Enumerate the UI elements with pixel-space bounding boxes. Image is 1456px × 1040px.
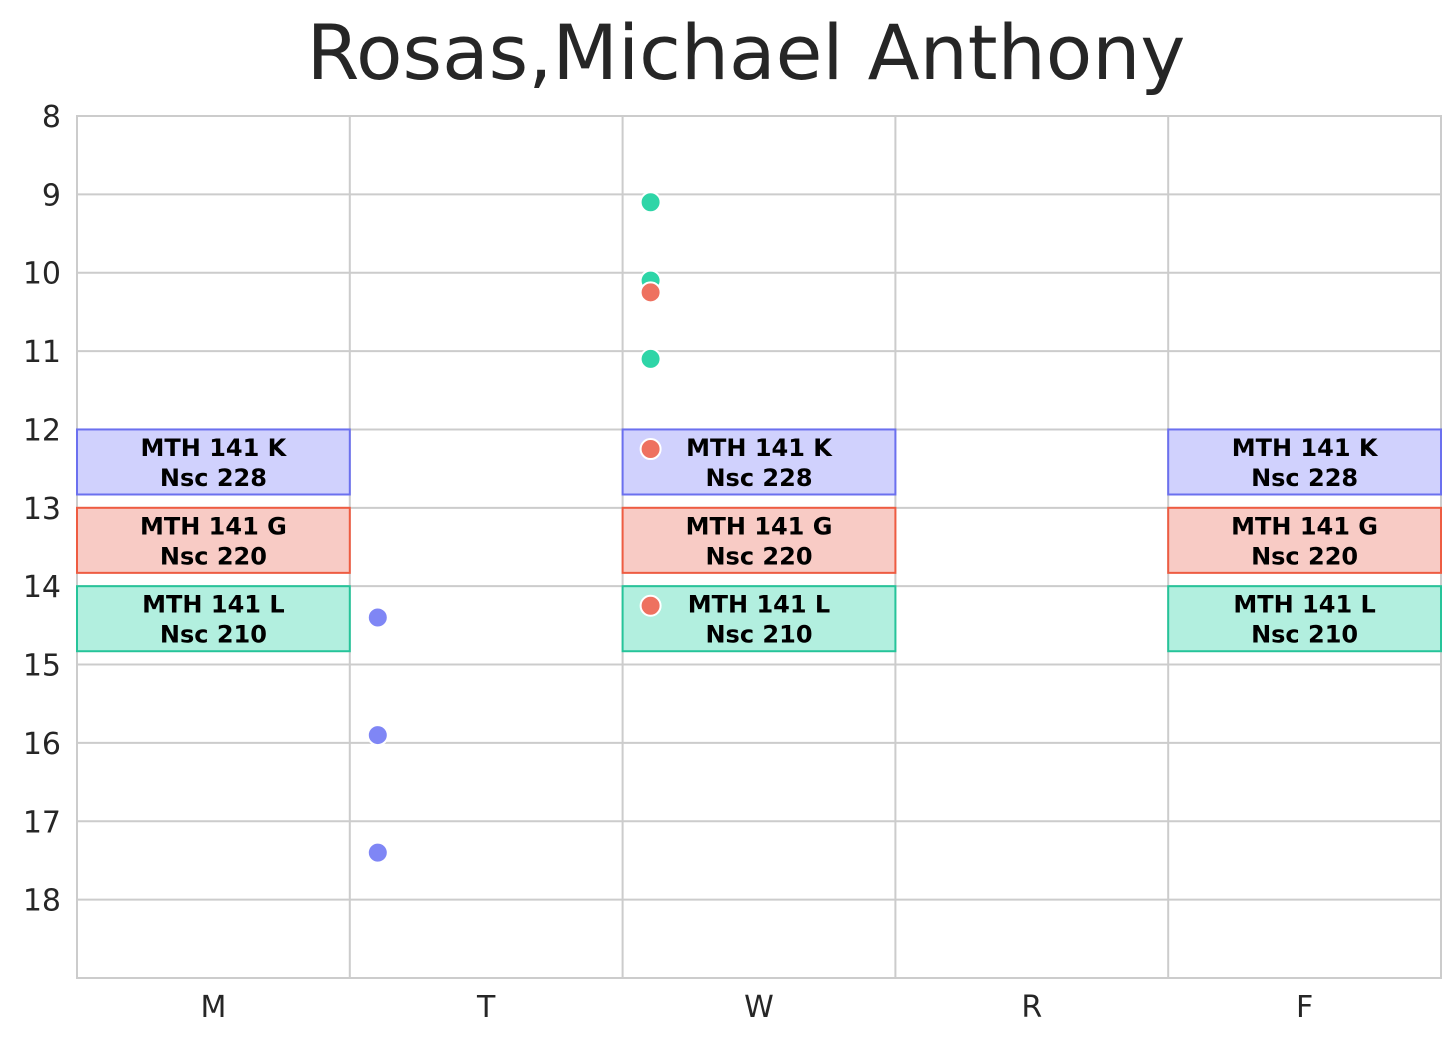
class-block-course: MTH 141 G	[686, 512, 833, 540]
class-block-rect	[1167, 585, 1442, 653]
y-tick-label: 12	[23, 413, 61, 448]
y-tick-label: 17	[23, 805, 61, 840]
class-block-room: Nsc 228	[1251, 464, 1358, 492]
class-block-room: Nsc 220	[1251, 542, 1358, 570]
class-block-course: MTH 141 K	[686, 434, 833, 462]
data-points	[366, 191, 662, 864]
class-block-rect	[1167, 506, 1442, 574]
x-tick-label: R	[1021, 990, 1042, 1025]
class-block-room: Nsc 220	[705, 542, 812, 570]
y-tick-label: 15	[23, 649, 61, 684]
class-block-course: MTH 141 L	[142, 591, 284, 619]
y-tick-label: 11	[23, 335, 61, 370]
data-point	[639, 594, 662, 617]
data-point	[639, 347, 662, 370]
data-point	[366, 606, 389, 629]
chart-title: Rosas,Michael Anthony	[306, 8, 1186, 97]
x-tick-label: T	[476, 990, 496, 1025]
class-block-rect	[621, 506, 897, 574]
data-point	[366, 841, 389, 864]
data-point	[639, 438, 662, 461]
class-block-course: MTH 141 K	[1232, 434, 1379, 462]
y-tick-label: 13	[23, 492, 61, 527]
x-tick-label: M	[200, 990, 226, 1025]
y-tick-label: 16	[23, 727, 61, 762]
y-tick-label: 8	[42, 100, 61, 135]
data-point	[639, 191, 662, 214]
class-block-room: Nsc 228	[160, 464, 267, 492]
class-block-course: MTH 141 L	[688, 591, 830, 619]
class-block-rect	[76, 428, 351, 496]
data-point	[639, 281, 662, 304]
class-block-rect	[621, 428, 897, 496]
class-block-room: Nsc 210	[1251, 621, 1358, 649]
class-block-rect	[76, 506, 351, 574]
y-tick-label: 18	[23, 884, 61, 919]
class-block-course: MTH 141 L	[1233, 591, 1375, 619]
class-block-room: Nsc 228	[705, 464, 812, 492]
class-block-room: Nsc 210	[705, 621, 812, 649]
x-tick-label: F	[1296, 990, 1313, 1025]
class-block-course: MTH 141 G	[1231, 512, 1378, 540]
data-point	[366, 724, 389, 747]
y-tick-label: 9	[42, 178, 61, 213]
y-tick-label: 10	[23, 257, 61, 292]
class-block-room: Nsc 220	[160, 542, 267, 570]
class-block-rect	[76, 585, 351, 653]
class-block-course: MTH 141 G	[140, 512, 287, 540]
y-tick-label: 14	[23, 570, 61, 605]
class-block-rect	[621, 585, 897, 653]
axis-labels: 8 9 10 11 12 13 14 15 16 17 18 M T W R F	[23, 100, 1313, 1025]
x-tick-label: W	[744, 990, 774, 1025]
class-block-room: Nsc 210	[160, 621, 267, 649]
class-block-course: MTH 141 K	[141, 434, 288, 462]
class-block-rect	[1167, 428, 1442, 496]
